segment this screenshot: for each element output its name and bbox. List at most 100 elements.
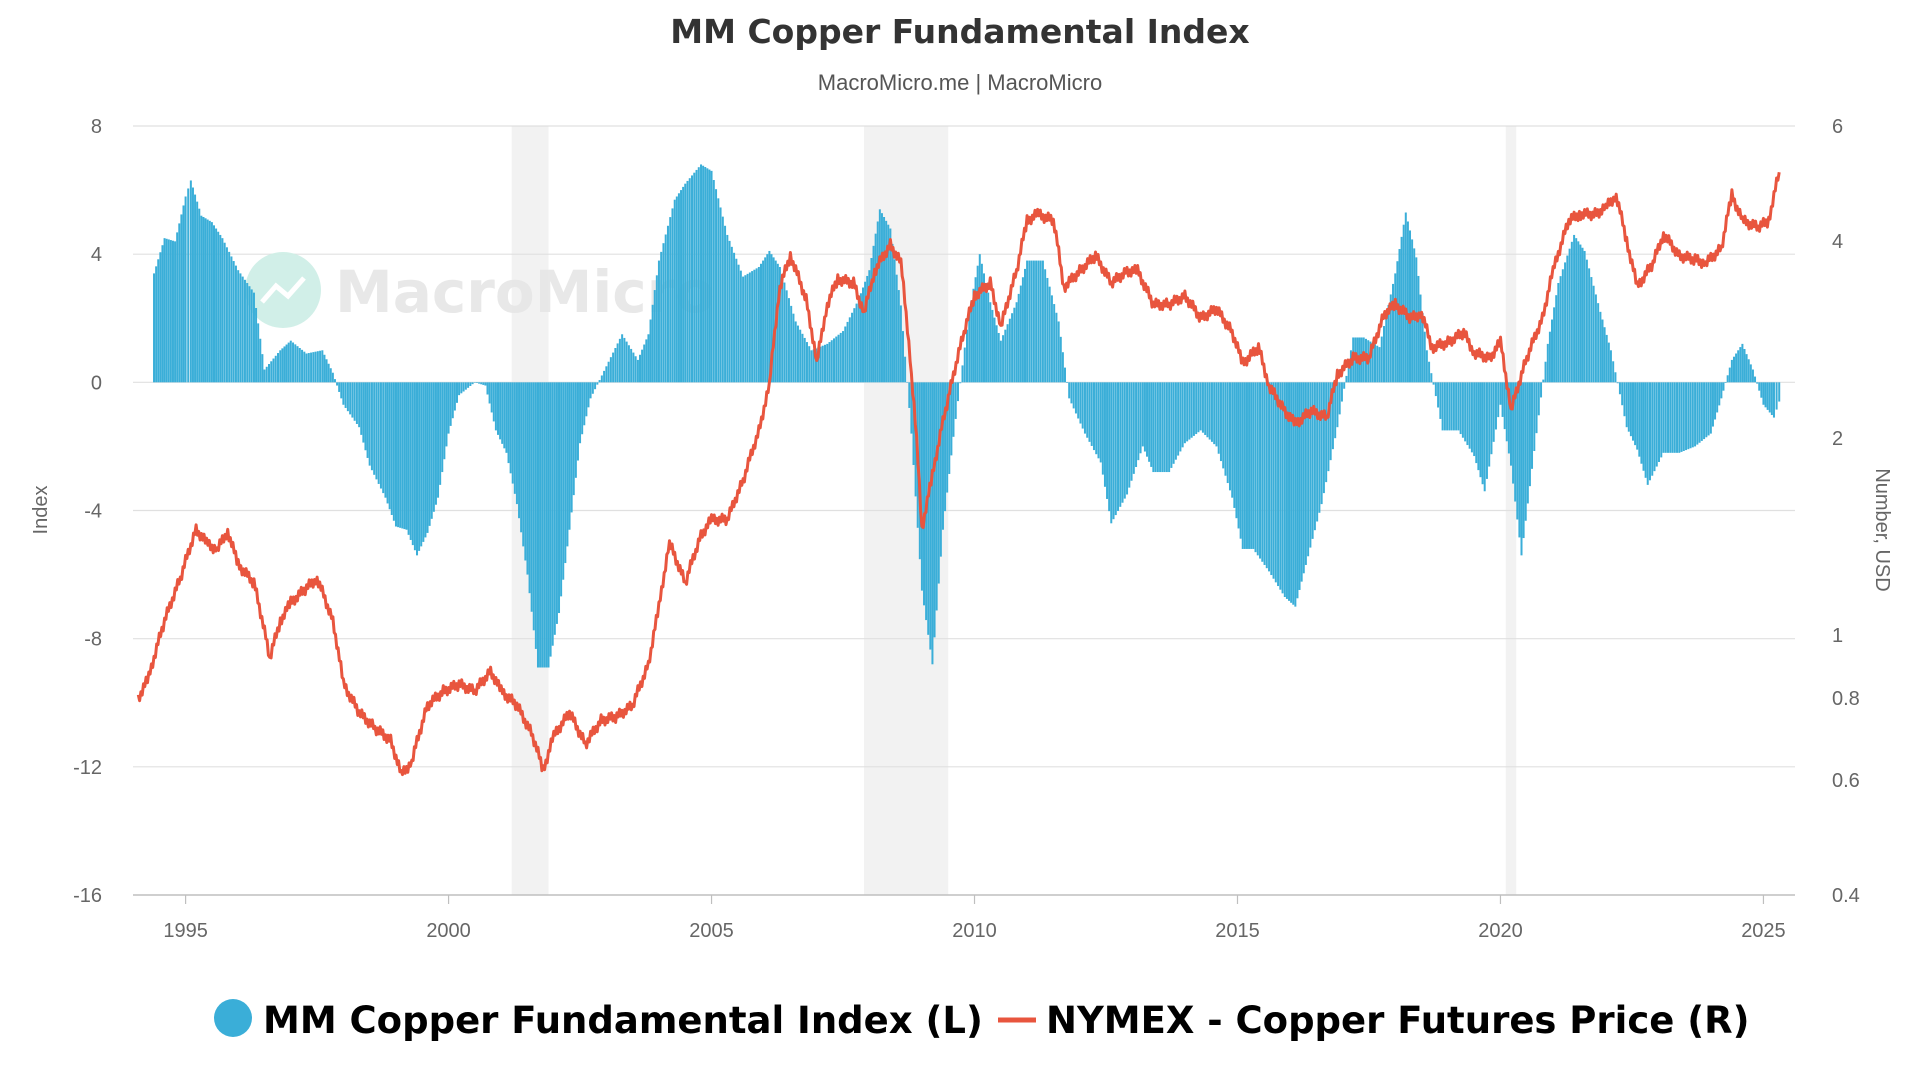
index-bar bbox=[835, 336, 838, 383]
index-bar bbox=[1281, 382, 1284, 594]
index-bar bbox=[1479, 382, 1482, 478]
index-bar bbox=[434, 382, 437, 505]
index-bar bbox=[1340, 382, 1343, 402]
index-bar bbox=[1404, 212, 1407, 383]
index-bar bbox=[333, 379, 336, 383]
index-bar bbox=[386, 382, 389, 504]
index-bar bbox=[939, 382, 942, 557]
index-bar bbox=[1492, 382, 1495, 442]
index-bar bbox=[167, 239, 170, 383]
index-bar bbox=[1687, 382, 1690, 450]
legend-item-copper[interactable]: NYMEX - Copper Futures Price (R) bbox=[998, 999, 1750, 1042]
index-bar bbox=[889, 228, 892, 383]
index-bar bbox=[805, 342, 808, 383]
index-bar bbox=[507, 382, 510, 464]
index-bar bbox=[1159, 382, 1162, 473]
index-bar bbox=[649, 319, 652, 383]
index-bar bbox=[995, 325, 998, 383]
index-bar bbox=[1119, 382, 1122, 507]
index-bar bbox=[1570, 241, 1573, 383]
index-bar bbox=[1590, 277, 1593, 383]
index-bar bbox=[766, 254, 769, 383]
index-bar bbox=[524, 382, 527, 561]
index-bar bbox=[555, 382, 558, 624]
index-bar bbox=[451, 382, 454, 419]
index-bar bbox=[503, 382, 506, 449]
index-bar bbox=[1256, 382, 1259, 556]
index-bar bbox=[1090, 382, 1093, 446]
index-bar bbox=[1680, 382, 1683, 452]
index-bar bbox=[394, 382, 397, 527]
index-bar bbox=[455, 382, 458, 403]
index-bar bbox=[449, 382, 452, 426]
index-bar bbox=[1259, 382, 1262, 559]
index-bar bbox=[399, 382, 402, 528]
index-bar bbox=[1660, 382, 1663, 458]
index-bar bbox=[1559, 276, 1562, 383]
index-bar bbox=[1671, 382, 1674, 453]
index-bar bbox=[392, 382, 395, 521]
index-bar bbox=[1526, 382, 1529, 504]
index-bar bbox=[1199, 382, 1202, 431]
index-bar bbox=[680, 190, 683, 383]
index-bar bbox=[1068, 382, 1071, 399]
index-bar bbox=[872, 245, 875, 383]
index-bar bbox=[294, 344, 297, 383]
index-bar bbox=[1252, 382, 1255, 549]
index-bar bbox=[1756, 382, 1759, 384]
index-bar bbox=[501, 382, 504, 444]
index-bar bbox=[950, 382, 953, 456]
index-bar bbox=[252, 292, 255, 383]
index-bar bbox=[739, 270, 742, 383]
legend-item-index[interactable]: MM Copper Fundamental Index (L) bbox=[214, 999, 983, 1042]
index-bar bbox=[1114, 382, 1117, 516]
index-bar bbox=[153, 273, 156, 383]
index-bar bbox=[1497, 382, 1500, 418]
index-bar bbox=[526, 382, 529, 575]
index-bar bbox=[655, 275, 658, 383]
index-bar bbox=[1283, 382, 1286, 598]
index-bar bbox=[759, 263, 762, 383]
index-bar bbox=[1048, 286, 1051, 383]
index-bar bbox=[1667, 382, 1670, 453]
index-bar bbox=[1505, 382, 1508, 442]
index-bar bbox=[549, 382, 552, 657]
index-bar bbox=[812, 349, 815, 383]
index-bar bbox=[589, 382, 592, 399]
index-bar bbox=[1197, 382, 1200, 433]
index-bar bbox=[1718, 382, 1721, 406]
index-bar bbox=[1531, 382, 1534, 469]
index-bar bbox=[1110, 382, 1113, 524]
index-bar bbox=[403, 382, 406, 530]
index-bar bbox=[891, 243, 894, 383]
index-bar bbox=[283, 346, 286, 383]
index-bar bbox=[1564, 262, 1567, 383]
index-bar bbox=[1691, 382, 1694, 448]
index-bar bbox=[1618, 382, 1621, 395]
index-bar bbox=[1385, 315, 1388, 383]
index-bar bbox=[208, 220, 211, 383]
index-bar bbox=[1475, 382, 1478, 464]
index-bar bbox=[390, 382, 393, 515]
index-bar bbox=[187, 188, 190, 383]
index-bar bbox=[1320, 382, 1323, 505]
index-bar bbox=[314, 351, 317, 383]
index-bar bbox=[362, 382, 365, 443]
index-bar bbox=[241, 276, 244, 383]
index-bar bbox=[1555, 295, 1558, 383]
index-bar bbox=[651, 304, 654, 383]
index-bar bbox=[430, 382, 433, 519]
x-axis-tick-label: 1995 bbox=[163, 920, 208, 942]
index-bar bbox=[176, 232, 179, 383]
index-bar bbox=[724, 225, 727, 383]
index-bar bbox=[1311, 382, 1314, 539]
index-bar bbox=[737, 264, 740, 383]
index-bar bbox=[1141, 382, 1144, 447]
index-bar bbox=[1156, 382, 1159, 473]
x-axis-tick-label: 2010 bbox=[952, 920, 997, 942]
index-bar bbox=[1334, 382, 1337, 439]
index-bar bbox=[1501, 382, 1504, 417]
index-bar bbox=[1011, 313, 1014, 383]
index-bar bbox=[1434, 382, 1437, 397]
index-bar bbox=[1288, 382, 1291, 601]
